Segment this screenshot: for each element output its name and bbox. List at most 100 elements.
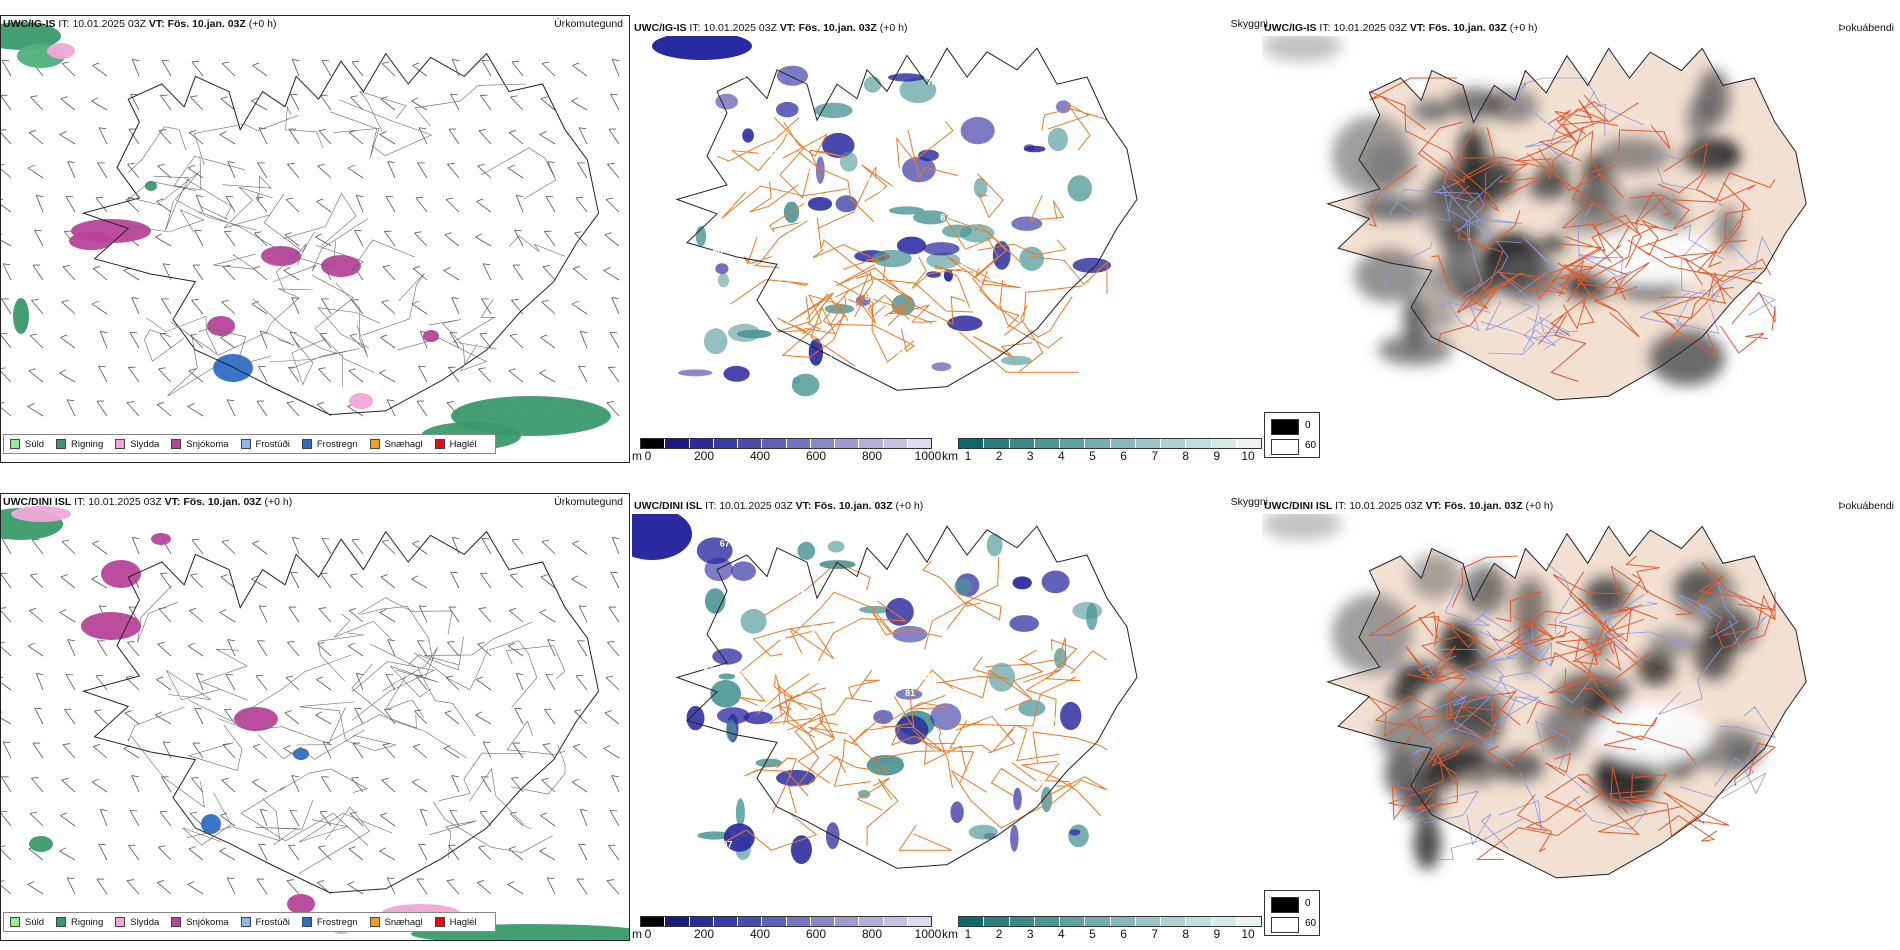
wind-barb <box>1 332 12 349</box>
wind-barb <box>318 129 332 145</box>
wind-barb <box>349 811 364 827</box>
fog-index-area <box>1539 235 1567 253</box>
wind-barb <box>481 776 492 793</box>
cloud-area <box>954 578 972 595</box>
wind-barb <box>418 843 428 861</box>
wind-barb <box>62 743 76 759</box>
colorbar-tick: 6 <box>1120 449 1127 463</box>
precip-area <box>151 533 171 545</box>
wind-barb <box>92 62 108 77</box>
fog-index-area <box>1332 116 1412 196</box>
wind-barb <box>380 96 396 111</box>
cloud-value-label: 88 <box>922 672 932 682</box>
wind-barb <box>92 266 108 281</box>
cloud-map-svg: 88 77 81 69 85 148 66 76 88 297 110 60 67 79 82 05 <box>632 514 1138 869</box>
wind-barb <box>252 744 268 759</box>
precip-legend-item: Slydda <box>115 439 159 450</box>
wind-barb <box>572 62 588 77</box>
wind-barb <box>571 778 588 793</box>
wind-barb <box>188 608 204 623</box>
wind-barb <box>191 60 204 77</box>
fog-legend-label: 60 <box>1305 440 1317 451</box>
wind-barb <box>545 674 556 691</box>
colorbar-segment <box>835 917 860 926</box>
wind-barb <box>191 777 204 793</box>
wind-barb <box>190 573 204 589</box>
wind-barb <box>448 606 460 623</box>
wind-barb <box>411 97 428 111</box>
colorbar-tick: 1 <box>964 927 972 941</box>
cloud-area <box>973 177 988 198</box>
cloud-value-label: 97 <box>705 298 715 308</box>
wind-barb <box>542 265 556 281</box>
wind-barb <box>450 93 460 111</box>
wind-barb <box>541 777 556 793</box>
field-name: Úrkomutegund <box>554 496 623 508</box>
precip-map-svg <box>1 22 620 450</box>
wind-barb <box>92 744 108 759</box>
vt-label: VT: <box>1425 500 1442 512</box>
colorbar-tick: 8 <box>1182 449 1190 463</box>
precip-area <box>423 330 439 342</box>
cloud-area <box>1067 175 1092 202</box>
legend-label: Rigning <box>71 438 104 450</box>
wind-barb <box>28 368 44 383</box>
wind-barb <box>31 777 44 793</box>
cloud-colorbars: m 0 200 400 600 800 1000 km 1 2 3 4 5 6 7 8 9 10 <box>632 914 1262 944</box>
precip-map-svg <box>1 506 629 940</box>
cloud-value-label: 85 <box>740 669 750 679</box>
wind-barb <box>160 572 172 589</box>
wind-barb <box>128 128 140 145</box>
legend-swatch <box>115 917 126 927</box>
precip-type-panel: UWC/DINI ISL IT: 10.01.2025 03Z VT: Fös.… <box>0 478 630 948</box>
wind-barb <box>351 777 364 793</box>
wind-barb <box>225 674 236 691</box>
road-network <box>716 102 1108 373</box>
wind-barb <box>322 741 332 759</box>
wind-barb <box>222 265 236 281</box>
wind-barb <box>252 62 268 77</box>
cloud-area <box>1009 615 1039 632</box>
cloud-value-label: 76 <box>762 703 772 713</box>
cloud-value-label: 60 <box>847 84 857 94</box>
colorbar-segment <box>1186 917 1212 926</box>
wind-barb <box>576 878 588 895</box>
colorbar-segment <box>689 439 714 448</box>
cloud-area <box>740 608 767 634</box>
precip-type-panel: UWC/IG-IS IT: 10.01.2025 03Z VT: Fös. 10… <box>0 0 630 470</box>
cloud-area <box>896 236 927 255</box>
road-network <box>1368 77 1776 382</box>
wind-barb <box>1 641 12 657</box>
wind-barb <box>92 540 108 555</box>
wind-barb <box>610 571 620 589</box>
legend-label: Snjókoma <box>186 438 229 450</box>
cloud-value-label: 257 <box>960 259 975 269</box>
wind-barb <box>608 844 620 861</box>
wind-barb <box>379 369 396 383</box>
cloud-area <box>1011 216 1043 231</box>
wind-barb <box>509 333 524 349</box>
wind-barb <box>28 608 44 623</box>
wind-barb <box>131 775 140 793</box>
wind-barb <box>255 196 268 213</box>
wind-barb <box>59 609 76 623</box>
field-name: Skyggni <box>1230 496 1268 508</box>
fog-legend-swatch <box>1271 897 1299 913</box>
wind-barb <box>387 639 396 657</box>
fog-index-area <box>1262 36 1342 62</box>
wind-barb <box>610 93 620 111</box>
wind-barb <box>479 332 492 349</box>
wind-barb <box>131 58 140 77</box>
wind-barb <box>288 606 300 623</box>
wind-barb <box>539 847 556 861</box>
wind-barb <box>257 640 268 657</box>
colorbar-tick: 800 <box>861 927 883 941</box>
wind-barb <box>65 196 76 213</box>
wind-barb <box>451 297 460 315</box>
legend-swatch <box>301 917 312 927</box>
cloud-area <box>819 560 856 569</box>
vt-value: Fös. 10.jan. 03Z <box>167 18 246 30</box>
fog-index-area <box>1582 155 1606 185</box>
wind-barb <box>476 198 492 213</box>
precip-area <box>29 836 53 852</box>
